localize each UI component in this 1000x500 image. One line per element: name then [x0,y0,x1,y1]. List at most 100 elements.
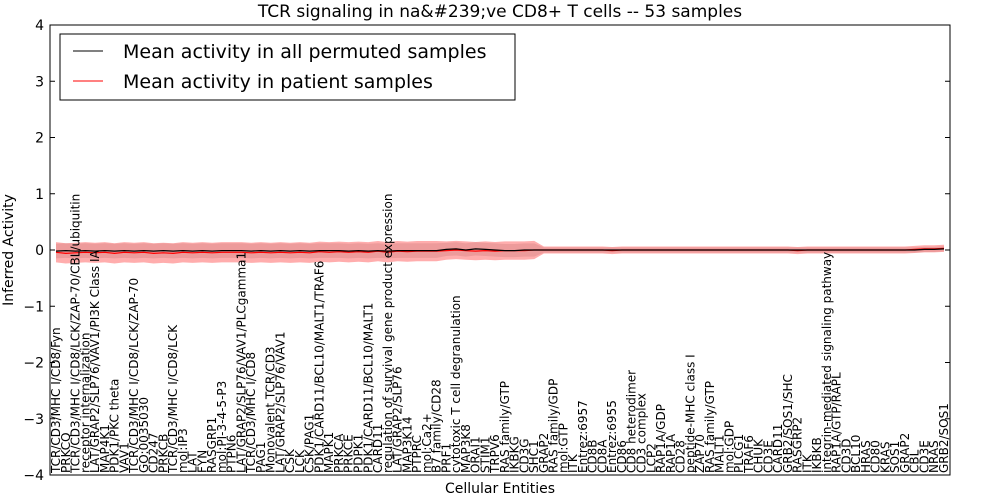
x-tick-label: RAP1A/GDP [654,404,668,473]
x-tick-label: SHC1 [527,440,541,473]
x-tick-label: TCR/CD3/MHC I/CD8/LCK/ZAP-70 [127,278,141,474]
x-tick-label: CD247 [147,432,161,473]
x-tick-label: GRAP2 [898,433,912,473]
x-tick-label: CD3 complex [634,393,648,473]
x-tick-label: RAS family/GDP [547,379,561,473]
y-tick-label: −2 [23,356,44,372]
x-tick-label: KRAS [878,441,892,473]
x-tick-label: PTPN6 [225,435,239,473]
x-tick-label: RASGRP1 [205,417,219,473]
band-patient [56,240,944,264]
x-tick-label: PDPK1 [352,434,366,473]
series-line-permuted [55,248,945,252]
x-tick-label: mol:GDP [722,421,736,473]
x-tick-label: integrin-mediated signaling pathway [820,252,834,473]
x-tick-label: ZAP70 [693,434,707,473]
x-tick-label: RAS family/GTP [498,381,512,473]
x-tick-label: RASGRP2 [791,417,805,473]
x-tick-label: Entrez:6955 [605,400,619,473]
x-tick-label: IKBKG [508,436,522,473]
x-tick-label: regulation of survival gene product expr… [381,194,395,473]
x-tick-label: CSK/PAG1 [303,414,317,473]
x-tick-label: GRB2/SOS1/SHC [781,374,795,473]
x-tick-label: ITK [800,453,814,473]
x-tick-label: FYN [195,450,209,473]
legend: Mean activity in all permuted samples Me… [59,33,516,101]
x-tick-label: RAS family/GTP [703,381,717,473]
x-tick-label: CD8A [595,439,609,473]
x-tick-label: PRKCQ [59,432,73,473]
y-axis: −4 −3 −2 −1 0 1 2 3 4 [23,18,950,484]
x-tick-label: CD3G [517,438,531,473]
x-tick-label: NRAS [927,440,941,473]
x-tick-label: IKBKB [810,437,824,473]
y-axis-label: Inferred Activity [1,194,17,306]
x-tick-label: RAP1A/GTP/RAPL [830,372,844,473]
legend-label-permuted: Mean activity in all permuted samples [123,41,486,63]
x-axis-label: Cellular Entities [445,481,555,497]
x-tick-label: peptide-MHC class I [683,354,697,473]
x-tick-label: STIM1 [478,437,492,473]
x-tick-label: MAP4K1 [98,424,112,473]
x-tick-label: CARD11 [771,424,785,473]
x-tick-label: ITK [566,453,580,473]
y-tick-label: 3 [35,74,44,90]
x-tick-label: cytotoxic T cell degranulation [449,295,463,473]
y-tick-label: −1 [23,299,44,315]
x-tick-label: LCK [293,449,307,473]
x-tick-label: CD8B [586,440,600,474]
x-tick-label: MALT1 [713,434,727,473]
x-tick-label: mol:PI-3-4-5-P3 [215,381,229,473]
x-tick-label: CD80 [869,440,883,473]
x-tick-label: PLCG1 [732,434,746,473]
x-tick-label: CBL [908,449,922,473]
x-tick-label: SOS1 [888,441,902,473]
x-tick-label: LAT/GRAP2/SLP76/VAV1/PI3K Class IA [88,249,102,473]
legend-label-patient: Mean activity in patient samples [123,71,433,93]
x-tick-label: PTPRC [410,435,424,473]
y-tick-label: 2 [35,131,44,147]
x-tick-label: TRAF6 [742,435,756,474]
series-lines [55,247,945,255]
x-tick-label: RAP1A [664,433,678,473]
x-tick-label: Entrez:6957 [576,400,590,473]
y-tick-label: −4 [23,468,44,484]
x-tick-label: CSK [283,448,297,473]
x-tick-label: PRKCA [332,433,346,473]
x-tick-label: CD86 [615,440,629,473]
x-tick-label: LAT/GRAP2/SLP76/VAV1/PLCgamma1 [234,252,248,473]
legend-box [59,33,516,101]
x-tick-label: BCL10 [849,435,863,473]
x-tick-label: TCR/CD3/MHC I/CD8/LCK [166,324,180,474]
x-tick-label: PRKCB [156,434,170,473]
x-tick-label: TCR/CD3/MHC I/CD8/Fyn [49,327,63,474]
x-tick-label: B7 family/CD28 [430,379,444,473]
y-tick-label: −3 [23,412,44,428]
x-tick-label: GO:0035030 [137,397,151,473]
y-tick-label: 4 [35,18,44,34]
x-tick-label: PDK1/CARD11/BCL10/MALT1 [361,303,375,473]
x-tick-label: CD3E [917,440,931,473]
chart-title: TCR signaling in na&#239;ve CD8+ T cells… [257,2,742,22]
x-tick-label: LAT/GRAP2/SLP76 [391,366,405,473]
x-tick-label: PRF1 [439,443,453,473]
x-tick-label: PDK1/PKC theta [108,379,122,473]
x-tick-label: TRPV6 [488,434,502,474]
x-tick-label: CARD11 [371,424,385,473]
x-tick-label: mol:IP3 [176,428,190,473]
x-tick-label: CD3D [839,439,853,474]
x-tick-label: ORAI1 [469,436,483,473]
x-tick-label: PRKCE [342,434,356,473]
x-tick-label: MAP3K8 [459,424,473,473]
x-tick-label: LAT [186,451,200,473]
x-tick-label: MAPK1 [322,432,336,473]
x-tick-label: GRAP2 [537,433,551,473]
y-tick-label: 0 [35,243,44,259]
x-tick-label: receptor internalization [78,333,92,473]
x-tick-label: MAP3K14 [400,416,414,473]
x-tick-label: GRB2/SOS1 [937,403,951,473]
x-tick-label: CD3E [761,440,775,473]
x-tick-label: mol:Ca2+ [420,413,434,473]
